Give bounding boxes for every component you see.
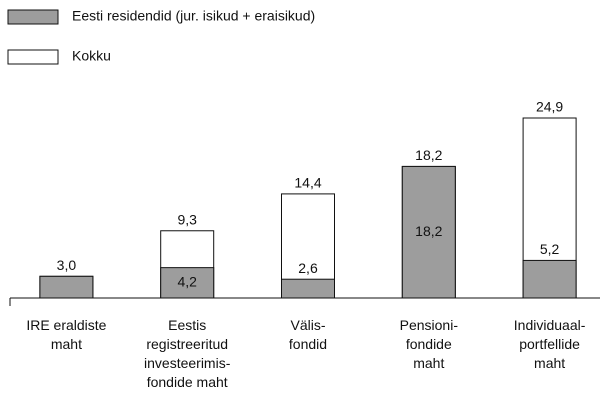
legend-label: Eesti residendid (jur. isikud + eraisiku…: [72, 8, 315, 24]
x-tick-label-line: portfellide: [519, 336, 580, 352]
x-tick-label-line: fondide maht: [147, 374, 228, 390]
bar: [522, 259, 577, 299]
x-tick-label-line: Välis-: [290, 317, 325, 333]
bar: [401, 165, 456, 299]
value-label: 4,2: [177, 274, 197, 290]
x-tick-label-line: fondid: [289, 336, 327, 352]
x-tick-label-line: Eestis: [168, 317, 206, 333]
x-tick-label: IRE eraldiste maht: [26, 317, 106, 352]
bar: [281, 278, 335, 299]
legend-swatch: [7, 49, 59, 65]
x-tick-label-line: registreeritud: [146, 336, 228, 352]
value-label: 14,4: [294, 175, 321, 191]
value-label: 24,9: [536, 99, 563, 115]
x-tick-label-line: maht: [413, 355, 444, 371]
value-label: 18,2: [415, 223, 442, 239]
value-label: 2,6: [298, 260, 318, 276]
x-tick-label: Individuaal-portfellide maht: [514, 317, 586, 371]
x-tick-label-line: IRE eraldiste: [26, 317, 106, 333]
x-tick-label: Pensioni-fondide maht: [400, 317, 459, 371]
x-tick-label-line: maht: [51, 336, 82, 352]
x-tick-label-line: maht: [534, 355, 565, 371]
value-label: 5,2: [540, 241, 560, 257]
x-tick-label-line: Individuaal-: [514, 317, 586, 333]
legend-label: Kokku: [72, 48, 111, 64]
value-label: 3,0: [57, 257, 77, 273]
x-tick-label-line: investeerimis-: [144, 355, 231, 371]
legend-swatch: [7, 9, 59, 25]
bar: [39, 275, 94, 299]
x-tick-label-line: Pensioni-: [400, 317, 459, 333]
value-label: 9,3: [177, 211, 197, 227]
value-label: 18,2: [415, 147, 442, 163]
x-tick-label: Välis-fondid: [289, 317, 327, 352]
x-tick-label-line: fondide: [406, 336, 452, 352]
bar: [160, 267, 215, 299]
x-tick-label: Eestis registreeritud investeerimis-fondid…: [144, 317, 231, 390]
